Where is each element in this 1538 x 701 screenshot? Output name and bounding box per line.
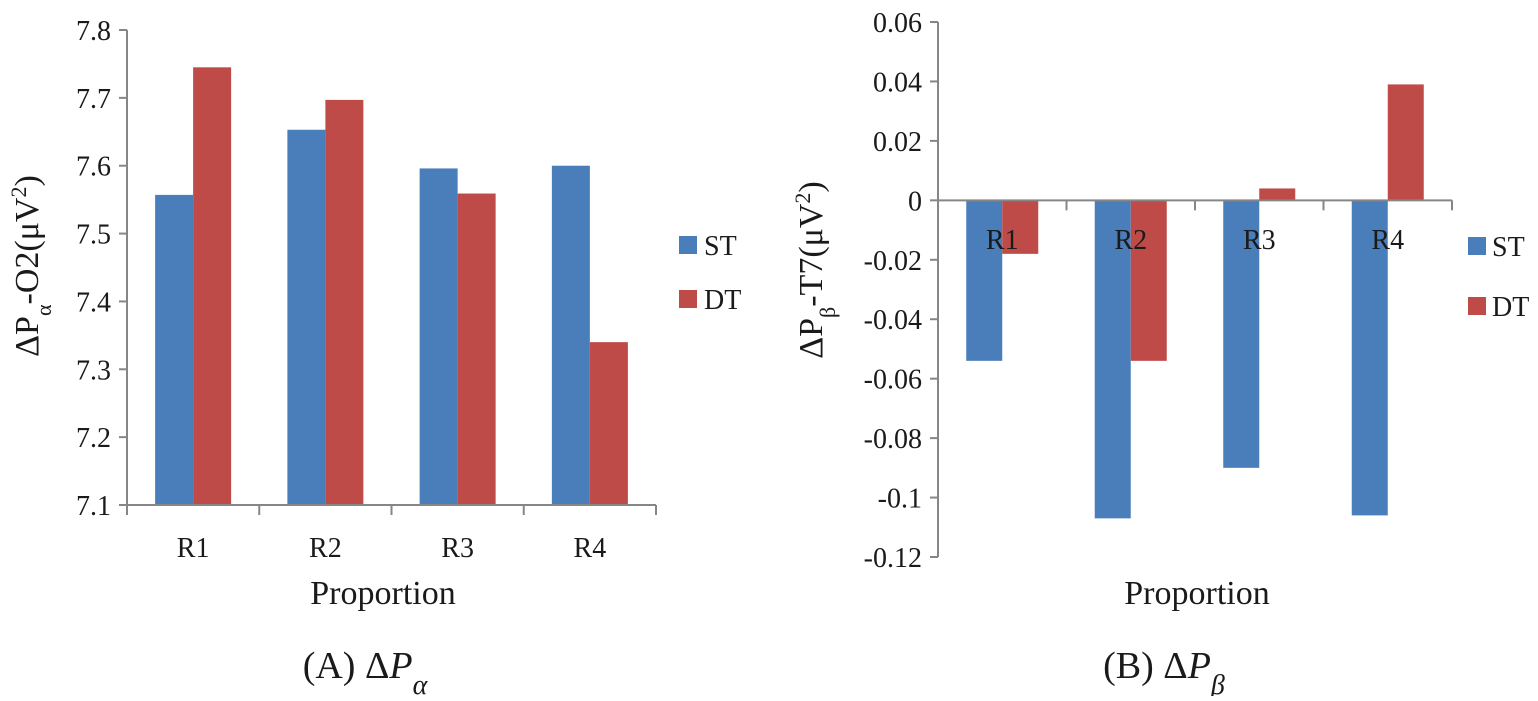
chart-b-ytick-label: 0.04 xyxy=(873,67,922,98)
chart-a-ytick-label: 7.7 xyxy=(76,84,111,115)
chart-b: 0.06 0.04 0.02 0 -0.02 -0.04 -0.06 -0.08 -0.1 -0.… xyxy=(790,8,1530,701)
chart-b-xtick-label-r1: R1 xyxy=(986,225,1019,256)
chart-a-ylabel-rest: -O2(μV xyxy=(9,197,46,304)
chart-a-bar-dt-r3 xyxy=(457,193,496,506)
chart-a-yticks: 7.8 7.7 7.6 7.5 7.4 7.3 7.2 7.1 xyxy=(76,16,111,522)
chart-a-ytick-label: 7.4 xyxy=(76,287,111,318)
chart-a-ytick-label: 7.5 xyxy=(76,220,111,251)
chart-a-bar-st-r4 xyxy=(551,165,590,505)
chart-b-bar-st-r4 xyxy=(1351,200,1388,516)
chart-b-bar-st-r1 xyxy=(966,200,1003,361)
chart-b-xticks: R1 R2 R3 R4 xyxy=(986,225,1404,256)
chart-b-ylabel-close: ) xyxy=(793,181,830,192)
chart-a-legend: ST DT xyxy=(679,231,741,316)
chart-b-ylabel: ΔPβ-T7(μV2) xyxy=(790,181,840,359)
legend-a-dt-label: DT xyxy=(704,285,741,316)
chart-a-ytick-label: 7.2 xyxy=(76,423,111,454)
chart-a-ytick-label: 7.1 xyxy=(76,491,111,522)
legend-b-st-label: ST xyxy=(1492,232,1525,263)
chart-b-ytick-label: -0.02 xyxy=(864,246,922,277)
chart-b-bar-dt-r2 xyxy=(1130,200,1167,361)
chart-b-ylabel-sup: 2 xyxy=(790,193,815,204)
chart-b-axes xyxy=(930,21,1453,558)
chart-b-ytick-label: -0.06 xyxy=(864,365,922,396)
chart-a-caption-prefix: (A) Δ xyxy=(303,645,390,687)
chart-b-ylabel-sub: β xyxy=(815,307,840,318)
chart-a-bar-dt-r2 xyxy=(325,99,364,506)
chart-a-axes xyxy=(119,29,657,515)
chart-a-ylabel-sub: α xyxy=(31,304,56,316)
chart-b-ylabel-rest: -T7(μV xyxy=(793,203,830,307)
chart-a-caption-symbol: P xyxy=(388,645,412,687)
chart-b-bars xyxy=(966,84,1424,519)
chart-b-xtick-label-r4: R4 xyxy=(1371,225,1404,256)
chart-b-bar-st-r2 xyxy=(1094,200,1131,519)
chart-a-caption: (A) ΔPα xyxy=(303,645,429,696)
chart-a-xtick-label-r4: R4 xyxy=(574,533,607,564)
legend-b-dt-swatch xyxy=(1468,297,1486,315)
chart-a-xticks: R1 R2 R3 R4 xyxy=(177,533,606,564)
chart-b-ytick-label: -0.08 xyxy=(864,424,922,455)
chart-b-yticks: 0.06 0.04 0.02 0 -0.02 -0.04 -0.06 -0.08 -0.1 -0.… xyxy=(864,8,922,574)
chart-b-xlabel: Proportion xyxy=(1124,575,1269,612)
chart-a-xlabel: Proportion xyxy=(310,575,455,612)
chart-b-bar-dt-r3 xyxy=(1259,188,1296,201)
legend-b-st-swatch xyxy=(1468,237,1486,255)
chart-b-ytick-label: 0.02 xyxy=(873,127,922,158)
chart-a-ytick-label: 7.8 xyxy=(76,16,111,47)
legend-a-st-swatch xyxy=(679,236,697,254)
chart-b-ytick-label: -0.1 xyxy=(878,484,922,515)
chart-b-ytick-label: 0.06 xyxy=(873,8,922,39)
chart-a-ylabel-base: ΔP xyxy=(9,316,46,357)
chart-a-bar-st-r2 xyxy=(287,129,326,505)
chart-b-bar-dt-r4 xyxy=(1387,84,1424,201)
chart-a-ytick-label: 7.3 xyxy=(76,355,111,386)
chart-a: 7.87.77.67.57.47.37.27.1 R1 R2 R3 R4 ΔPα-O2… xyxy=(6,16,742,701)
legend-b-dt-label: DT xyxy=(1492,292,1529,323)
chart-a-bars xyxy=(155,67,628,506)
chart-b-caption: (B) ΔPβ xyxy=(1103,645,1225,696)
chart-a-bar-dt-r1 xyxy=(193,67,232,506)
chart-a-xtick-label-r2: R2 xyxy=(309,533,342,564)
chart-a-ytick-label: 7.6 xyxy=(76,152,111,183)
legend-a-st-label: ST xyxy=(704,231,737,262)
chart-a-bar-st-r1 xyxy=(155,194,194,505)
chart-a-caption-sub: α xyxy=(413,670,429,697)
chart-a-bar-dt-r4 xyxy=(589,342,628,505)
chart-a-xtick-label-r3: R3 xyxy=(441,533,474,564)
chart-b-caption-prefix: (B) Δ xyxy=(1103,645,1188,687)
chart-a-bar-st-r3 xyxy=(419,168,458,505)
chart-a-xtick-label-r1: R1 xyxy=(177,533,210,564)
chart-b-xtick-label-r3: R3 xyxy=(1243,225,1276,256)
chart-b-ytick-label: -0.12 xyxy=(864,543,922,574)
chart-b-bar-dt-r1 xyxy=(1002,200,1039,254)
chart-b-bar-st-r3 xyxy=(1223,200,1260,468)
chart-b-ylabel-base: ΔP xyxy=(793,318,830,359)
chart-b-legend: ST DT xyxy=(1468,232,1529,323)
chart-a-ylabel: ΔPα-O2(μV2) xyxy=(6,175,56,357)
legend-a-dt-swatch xyxy=(679,290,697,308)
chart-b-caption-symbol: P xyxy=(1187,645,1211,687)
chart-b-xtick-label-r2: R2 xyxy=(1114,225,1147,256)
chart-a-ylabel-close: ) xyxy=(9,175,46,186)
chart-b-ytick-label: 0 xyxy=(908,186,922,217)
chart-a-ylabel-sup: 2 xyxy=(6,187,31,198)
chart-b-caption-sub: β xyxy=(1210,670,1225,697)
chart-b-ytick-label: -0.04 xyxy=(864,305,922,336)
